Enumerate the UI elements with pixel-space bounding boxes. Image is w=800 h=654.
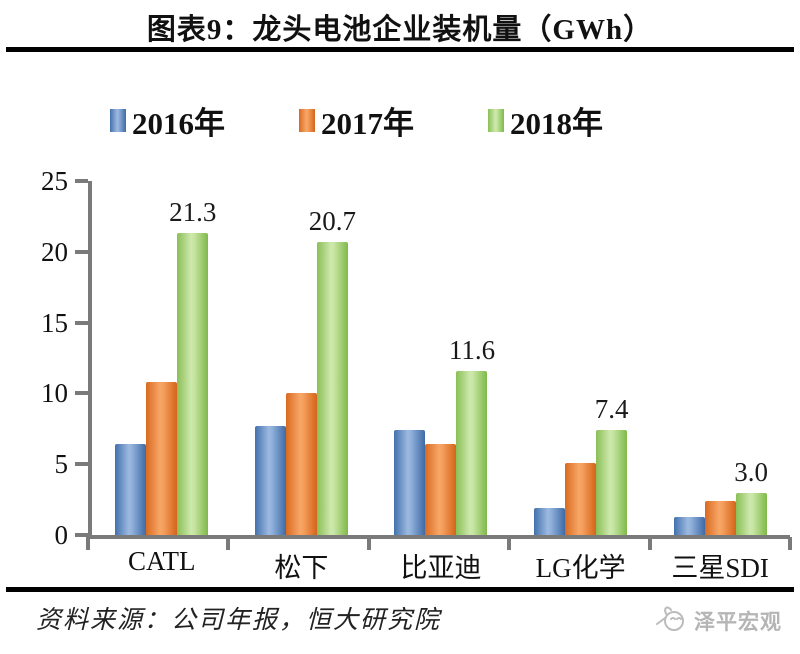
value-label: 20.7 [308, 205, 357, 236]
bar-2018年-三星SDI: 3.0 [734, 457, 768, 535]
footer-divider [6, 587, 794, 592]
value-label: 21.3 [169, 197, 217, 228]
x-axis-tick [647, 537, 652, 550]
legend-item-2016年: 2016年 [110, 98, 225, 143]
x-axis-tick [86, 537, 90, 550]
chart-title: 图表9：龙头电池企业装机量（GWh） [146, 14, 654, 46]
bar-2016年-LG化学 [534, 508, 566, 535]
legend-item-2017年: 2017年 [299, 98, 414, 143]
y-axis-tick [75, 320, 88, 325]
bar-2016年-三星SDI [673, 516, 705, 535]
legend-swatch-icon [299, 109, 315, 132]
bar-2017年-松下 [285, 393, 317, 535]
bar-2016年-比亚迪 [394, 430, 426, 535]
bar-2018年-松下: 20.7 [309, 206, 356, 535]
bar-2017年-CATL [146, 382, 178, 535]
y-axis-tick [75, 462, 88, 467]
legend-swatch-icon [110, 109, 126, 132]
legend-item-2018年: 2018年 [488, 98, 603, 143]
bar-group-CATL: 21.3 [92, 181, 232, 535]
footer: 资料来源：公司年报，恒大研究院 泽平宏观 [36, 600, 782, 639]
value-label: 11.6 [448, 334, 496, 365]
x-axis-tick [226, 537, 231, 550]
category-axis: CATL 松下 比亚迪 LG化学 三星SDI [92, 546, 790, 585]
bird-logo-icon [654, 602, 688, 639]
y-axis-tick-label: 25 [41, 166, 68, 196]
bar-2017年-LG化学 [565, 462, 597, 535]
source-note: 资料来源：公司年报，恒大研究院 [36, 607, 442, 634]
legend-label: 2017年 [321, 106, 414, 141]
legend-label: 2018年 [510, 106, 603, 141]
category-label-LG化学: LG化学 [535, 553, 626, 583]
y-axis-tick [75, 533, 88, 537]
y-axis-tick-label: 0 [54, 520, 69, 550]
category-label-三星SDI: 三星SDI [671, 553, 769, 583]
category-label-比亚迪: 比亚迪 [400, 553, 482, 583]
bar-group-比亚迪: 11.6 [371, 181, 511, 535]
x-axis-tick [507, 537, 512, 550]
legend-label: 2016年 [132, 106, 225, 141]
bar-group-松下: 20.7 [232, 181, 372, 535]
bar-2016年-松下 [254, 425, 286, 535]
x-axis-tick [788, 537, 792, 550]
bar-group-三星SDI: 3.0 [650, 181, 790, 535]
y-axis-tick [75, 179, 88, 183]
y-axis-tick [75, 249, 88, 254]
category-label-CATL: CATL [128, 546, 196, 576]
bar-2018年-CATL: 21.3 [169, 197, 216, 535]
bar-2016年-CATL [115, 444, 147, 535]
value-label: 3.0 [734, 456, 769, 487]
value-label: 7.4 [594, 394, 629, 425]
legend: 2016年 2017年 2018年 [110, 98, 603, 143]
plot-area: 21.3 20.7 11.6 7.4 3.0 [88, 181, 790, 539]
brand-logo: 泽平宏观 [654, 602, 782, 639]
title-divider [6, 47, 794, 52]
bar-2017年-比亚迪 [425, 444, 457, 535]
y-axis-tick [75, 391, 88, 396]
bar-group-LG化学: 7.4 [511, 181, 651, 535]
y-axis-tick-label: 10 [41, 378, 68, 409]
bars-row: 21.3 20.7 11.6 7.4 3.0 [92, 181, 790, 535]
legend-swatch-icon [488, 109, 504, 132]
bar-2017年-三星SDI [704, 501, 736, 535]
y-axis-tick-label: 15 [41, 307, 68, 338]
brand-logo-text: 泽平宏观 [694, 609, 782, 634]
x-axis-tick [366, 537, 371, 550]
y-axis-tick-label: 20 [41, 236, 68, 267]
y-axis-tick-label: 5 [54, 449, 69, 480]
bar-2018年-比亚迪: 11.6 [449, 335, 495, 535]
category-label-松下: 松下 [274, 553, 329, 583]
bar-2018年-LG化学: 7.4 [595, 394, 628, 535]
